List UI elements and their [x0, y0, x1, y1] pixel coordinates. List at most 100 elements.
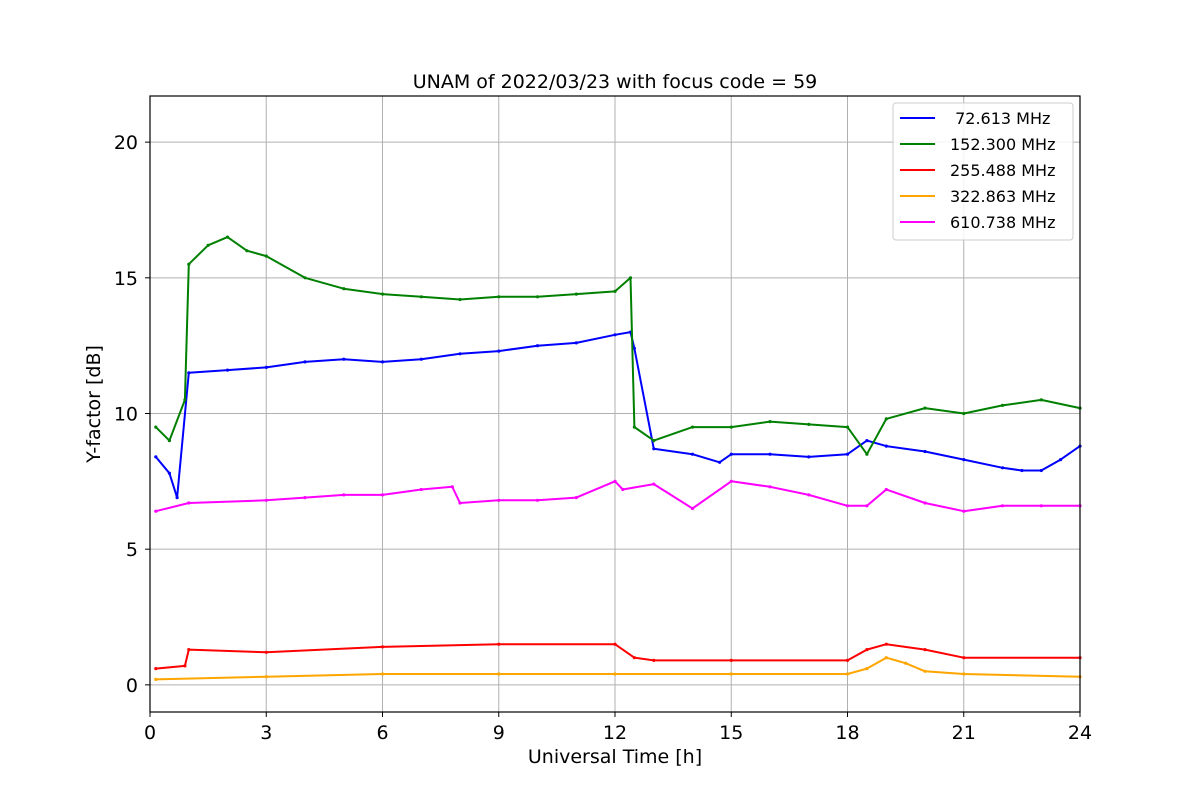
series-line-1	[154, 236, 1081, 456]
data-point	[1000, 403, 1005, 407]
data-point	[458, 352, 462, 356]
y-tick-label: 20	[114, 132, 138, 154]
data-point	[652, 439, 656, 443]
data-point	[962, 672, 966, 676]
data-point	[632, 425, 637, 429]
legend: 72.613 MHz 152.300 MHz 255.488 MHz 322.863 …	[892, 102, 1074, 241]
data-point	[342, 493, 346, 497]
data-point	[187, 371, 191, 375]
data-point	[613, 642, 617, 646]
data-point	[264, 254, 268, 258]
data-point	[574, 496, 578, 500]
x-tick-label: 12	[603, 722, 627, 744]
data-point	[419, 487, 423, 492]
data-point	[264, 650, 268, 654]
data-point	[729, 425, 733, 429]
data-point	[1000, 504, 1005, 508]
chart-title: UNAM of 2022/03/23 with focus code = 59	[413, 71, 818, 93]
data-point	[652, 447, 656, 451]
series-line-2	[154, 643, 1081, 670]
data-point	[264, 675, 268, 679]
data-point	[497, 349, 501, 353]
data-point	[154, 455, 158, 459]
data-point	[613, 289, 617, 293]
x-tick-label: 15	[719, 722, 743, 744]
x-tick-label: 18	[835, 722, 859, 744]
x-tick-label: 0	[144, 722, 156, 744]
data-point	[884, 417, 888, 421]
data-point	[1039, 398, 1043, 402]
data-point	[497, 672, 501, 676]
data-point	[419, 357, 423, 361]
data-point	[225, 235, 230, 239]
data-point	[1000, 466, 1005, 470]
data-point	[652, 482, 656, 486]
y-tick-label: 15	[114, 268, 138, 290]
data-point	[865, 648, 869, 652]
x-axis-label: Universal Time [h]	[528, 746, 702, 768]
data-point	[450, 485, 454, 489]
data-point	[187, 648, 191, 652]
data-point	[183, 664, 187, 668]
data-point	[154, 677, 158, 682]
x-tick-label: 3	[260, 722, 272, 744]
data-point	[884, 487, 888, 492]
data-point	[175, 496, 179, 500]
data-point	[380, 292, 385, 296]
data-point	[458, 501, 462, 505]
legend-label: 72.613 MHz	[950, 109, 1050, 128]
data-point	[690, 452, 695, 456]
data-point	[865, 439, 869, 443]
data-point	[154, 509, 158, 513]
data-point	[1059, 458, 1063, 462]
data-point	[380, 672, 385, 676]
legend-box	[892, 102, 1074, 241]
data-point	[613, 333, 617, 337]
data-point	[768, 420, 772, 424]
data-point	[632, 656, 637, 660]
data-point	[628, 276, 633, 280]
data-point	[167, 471, 171, 475]
data-point	[923, 501, 927, 505]
data-point	[187, 501, 191, 505]
x-tick-label: 21	[952, 722, 976, 744]
data-point	[718, 460, 722, 464]
y-tick-label: 0	[126, 675, 138, 697]
x-tick-label: 9	[493, 722, 505, 744]
data-point	[380, 645, 385, 649]
data-point	[245, 249, 249, 253]
data-point	[807, 422, 811, 426]
data-point	[845, 504, 850, 508]
data-point	[342, 287, 346, 291]
data-point	[923, 449, 927, 454]
data-point	[497, 295, 501, 299]
data-point	[225, 368, 230, 372]
series-layer	[154, 235, 1082, 682]
data-point	[962, 458, 966, 462]
data-point	[884, 444, 888, 448]
data-point	[690, 506, 695, 511]
data-point	[865, 667, 869, 671]
data-point	[690, 425, 695, 429]
data-point	[729, 658, 733, 663]
data-point	[884, 642, 888, 646]
data-point	[458, 297, 462, 302]
data-point	[632, 346, 637, 350]
data-point	[574, 341, 578, 345]
data-point	[574, 292, 578, 296]
data-point	[419, 295, 423, 299]
data-point	[1039, 504, 1043, 508]
data-point	[729, 672, 733, 676]
data-point	[535, 498, 540, 502]
data-point	[807, 493, 811, 497]
legend-label: 255.488 MHz	[950, 161, 1055, 180]
y-axis-ticks: 0 5 10 15 20	[114, 132, 150, 697]
data-point	[923, 406, 927, 410]
data-point	[497, 642, 501, 646]
data-point	[923, 669, 927, 673]
legend-label: 610.738 MHz	[950, 213, 1055, 232]
data-point	[1039, 468, 1043, 473]
data-point	[923, 648, 927, 652]
